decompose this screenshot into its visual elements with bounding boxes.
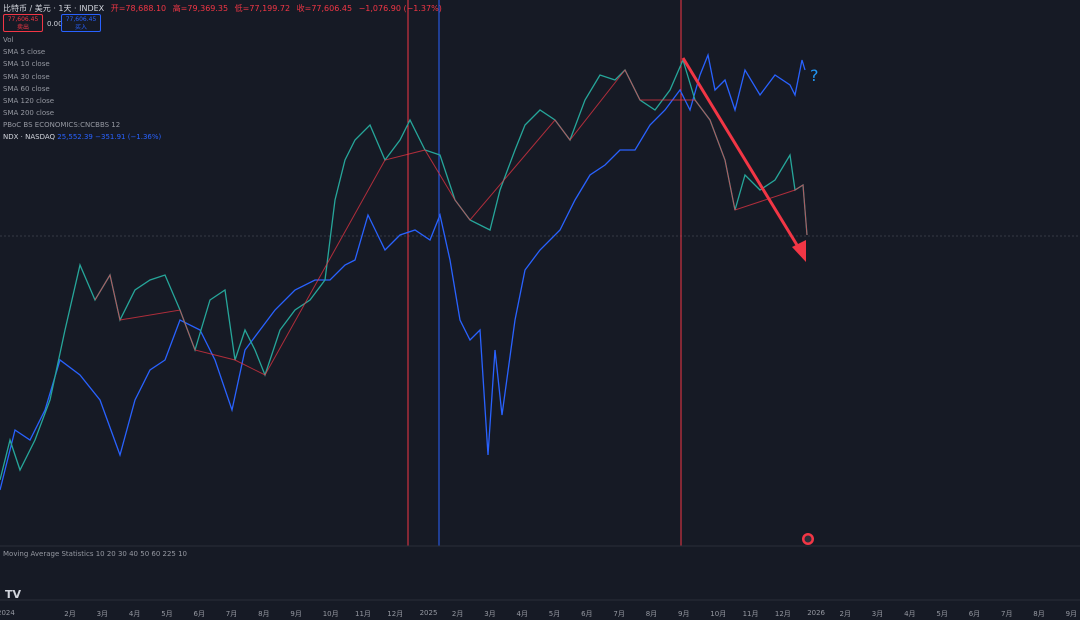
x-tick-label: 9月 [1065,610,1078,618]
indicator-label: SMA 60 close [3,84,50,93]
high: 高=79,369.35 [172,4,229,13]
compare-name[interactable]: NDX · NASDAQ [3,133,56,141]
x-tick-label: 5月 [548,610,561,618]
arrow [681,57,802,251]
indicator-label: SMA 120 close [3,97,55,105]
buy-label: 买入 [74,24,87,31]
x-tick-label: 2024 [0,609,15,617]
x-tick-label: 5月 [936,610,948,618]
symbol-header: 比特币 / 美元 · 1天 · INDEX 开=78,688.10 高=79,3… [3,3,446,14]
indicator-label: PBoC BS ECONOMICS:CNCBBS 12 [3,121,121,130]
x-tick-label: 5月 [161,610,173,618]
x-tick-label: 8月 [645,610,658,618]
x-tick-label: 12月 [774,610,791,618]
x-tick-label: 6月 [193,610,205,618]
x-tick-label: 9月 [678,610,690,618]
compare-value: 25,552.39 [57,133,93,141]
lower-pane-legend[interactable]: Moving Average Statistics 10 20 30 40 50… [3,550,187,558]
sell-price: 77,606.45 [7,16,39,23]
symbol[interactable]: 比特币 / 美元 · 1天 · INDEX [3,4,105,13]
indicator-label: Vol [3,36,14,44]
x-tick-label: 7月 [1001,610,1013,618]
indicator-label: SMA 200 close [3,109,55,118]
low: 低=77,199.72 [234,4,291,13]
x-tick-label: 2月 [64,610,76,618]
x-tick-label: 8月 [258,610,270,618]
x-tick-label: 11月 [742,610,759,618]
x-tick-label: 2月 [839,610,851,618]
x-tick-label: 4月 [904,610,916,618]
x-tick-label: 3月 [871,610,884,618]
close: 收=77,606.45 [296,4,353,13]
ndx-line [0,52,806,491]
compare-change: −351.91 (−1.36%) [95,133,162,141]
x-tick-label: 10月 [322,610,339,618]
x-tick-label: 7月 [225,610,238,618]
btc-candles [0,58,808,481]
x-tick-label: 2026 [807,609,826,617]
x-tick-label: 6月 [581,610,593,618]
btc-down-candles [94,69,808,376]
x-tick-label: 8月 [1033,610,1045,618]
arrow-head [792,240,806,262]
spread: 0.00 [47,20,63,28]
indicator-label: SMA 10 close [3,60,50,69]
buy-price: 77,606.45 [65,16,97,23]
open: 开=78,688.10 [110,4,167,13]
sell-label: 卖出 [16,24,29,31]
x-tick-label: 6月 [968,610,981,618]
x-tick-label: 7月 [613,610,625,618]
x-tick-label: 4月 [128,610,141,618]
logo: TV [5,588,22,601]
sell-button[interactable]: 77,606.45 卖出 [3,14,43,32]
change: −1,076.90 (−1.37%) [358,4,442,13]
buy-button[interactable]: 77,606.45 买入 [61,14,101,32]
x-tick-label: 4月 [516,610,528,618]
x-tick-label: 12月 [387,610,404,618]
x-tick-label: 3月 [484,610,496,618]
x-tick-label: 10月 [710,610,727,618]
indicator-label: SMA 5 close [3,48,46,57]
annotation: ? [810,66,819,85]
x-tick-label: 9月 [290,610,302,618]
event-icon-inner [804,535,812,543]
x-tick-label: 2025 [419,609,438,617]
indicator-label: SMA 30 close [3,72,50,81]
compare-legend: NDX · NASDAQ 25,552.39 −351.91 (−1.36%) [3,133,161,141]
x-tick-label: 11月 [355,610,371,618]
x-tick-label: 3月 [96,610,109,618]
x-tick-label: 2月 [451,610,464,618]
